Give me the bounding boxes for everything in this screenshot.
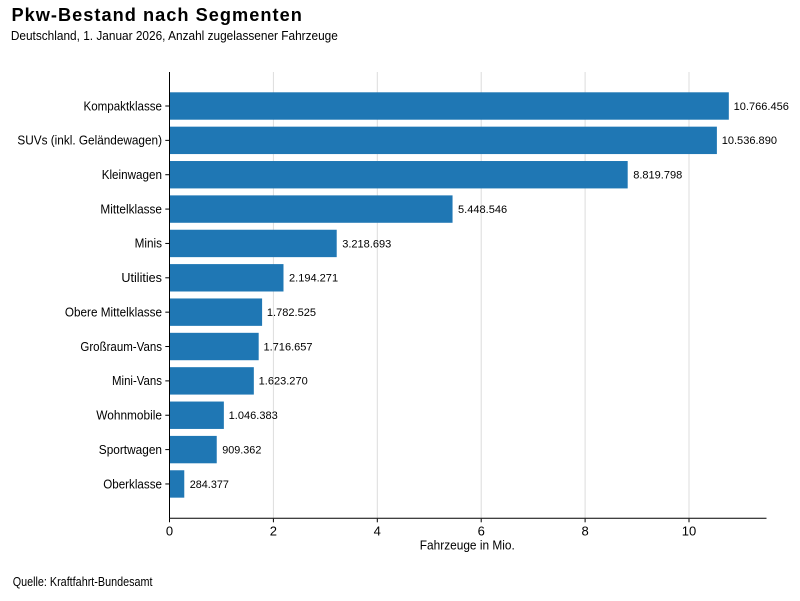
svg-text:Pkw-Bestand nach Segmenten: Pkw-Bestand nach Segmenten — [11, 5, 301, 25]
svg-text:0: 0 — [166, 523, 173, 538]
svg-text:1.623.270: 1.623.270 — [259, 376, 308, 388]
svg-text:Kleinwagen: Kleinwagen — [102, 168, 162, 182]
svg-text:2: 2 — [270, 523, 277, 538]
svg-text:Fahrzeuge in Mio.: Fahrzeuge in Mio. — [420, 537, 515, 552]
svg-text:8.819.798: 8.819.798 — [633, 170, 682, 182]
svg-text:3.218.693: 3.218.693 — [342, 238, 391, 250]
svg-text:Mini-Vans: Mini-Vans — [112, 374, 162, 388]
svg-text:2.194.271: 2.194.271 — [289, 273, 338, 285]
svg-text:Mittelklasse: Mittelklasse — [100, 202, 162, 216]
svg-text:Oberklasse: Oberklasse — [103, 477, 162, 491]
svg-text:Sportwagen: Sportwagen — [99, 443, 162, 457]
svg-text:284.377: 284.377 — [190, 479, 229, 491]
svg-text:Deutschland, 1. Januar 2026, A: Deutschland, 1. Januar 2026, Anzahl zuge… — [11, 28, 338, 43]
svg-text:Utilities: Utilities — [121, 271, 162, 285]
svg-text:8: 8 — [581, 523, 588, 538]
svg-text:Quelle: Kraftfahrt-Bundesamt: Quelle: Kraftfahrt-Bundesamt — [13, 574, 153, 589]
svg-text:Obere Mittelklasse: Obere Mittelklasse — [65, 305, 162, 319]
svg-text:Minis: Minis — [135, 237, 162, 251]
svg-text:10.766.456: 10.766.456 — [734, 101, 789, 113]
svg-text:Großraum-Vans: Großraum-Vans — [80, 340, 162, 354]
svg-text:5.448.546: 5.448.546 — [458, 204, 507, 216]
svg-text:909.362: 909.362 — [222, 444, 261, 456]
svg-text:1.046.383: 1.046.383 — [229, 410, 278, 422]
svg-text:10: 10 — [682, 523, 696, 538]
svg-text:1.716.657: 1.716.657 — [263, 341, 312, 353]
svg-text:1.782.525: 1.782.525 — [267, 307, 316, 319]
svg-text:6: 6 — [478, 523, 485, 538]
svg-text:Kompaktklasse: Kompaktklasse — [84, 99, 163, 113]
svg-text:4: 4 — [374, 523, 381, 538]
svg-text:10.536.890: 10.536.890 — [722, 135, 777, 147]
svg-text:SUVs (inkl. Geländewagen): SUVs (inkl. Geländewagen) — [17, 134, 162, 148]
svg-text:Wohnmobile: Wohnmobile — [96, 409, 162, 423]
